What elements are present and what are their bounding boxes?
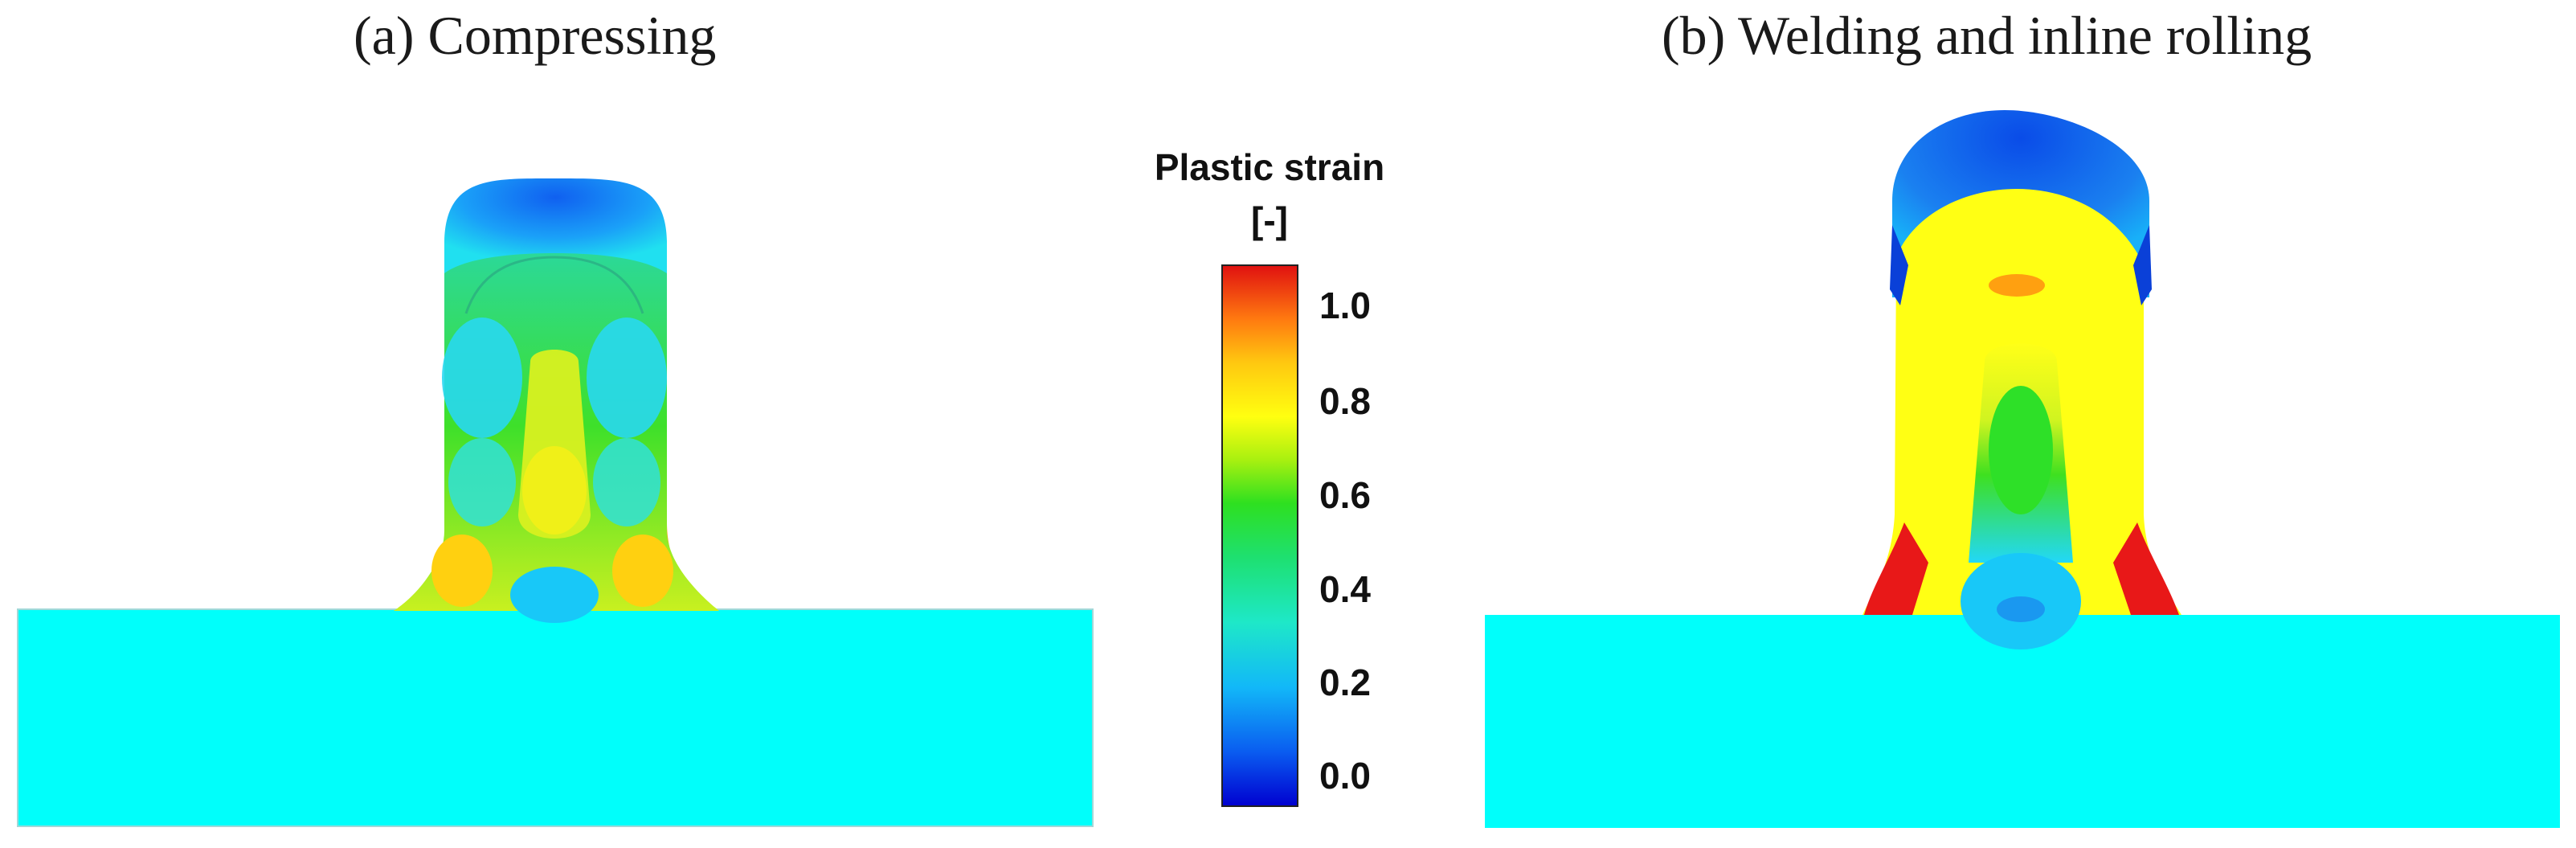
colorbar [1221,264,1298,807]
colorbar-unit: [-] [1251,199,1288,241]
panel-a-model [17,178,1094,827]
panel-b-title: (b) Welding and inline rolling [1662,5,2312,66]
colorbar-tick-label: 0.2 [1319,662,1371,703]
colorbar-tick-label: 1.0 [1319,285,1371,326]
colorbar-tick-label: 0.6 [1319,474,1371,516]
colorbar-title: Plastic strain [1154,146,1385,188]
colorbar-tick-label: 0.0 [1319,755,1371,797]
panel-b-base-plate [1485,615,2560,828]
colorbar-gradient [1221,264,1298,807]
panel-b-model [1485,110,2560,828]
colorbar-tick-label: 0.8 [1319,380,1371,422]
colorbar-tick-label: 0.4 [1319,568,1371,610]
panel-a-base-plate [17,608,1094,827]
panel-a-title: (a) Compressing [354,5,717,66]
panel-a-cap [444,178,667,273]
